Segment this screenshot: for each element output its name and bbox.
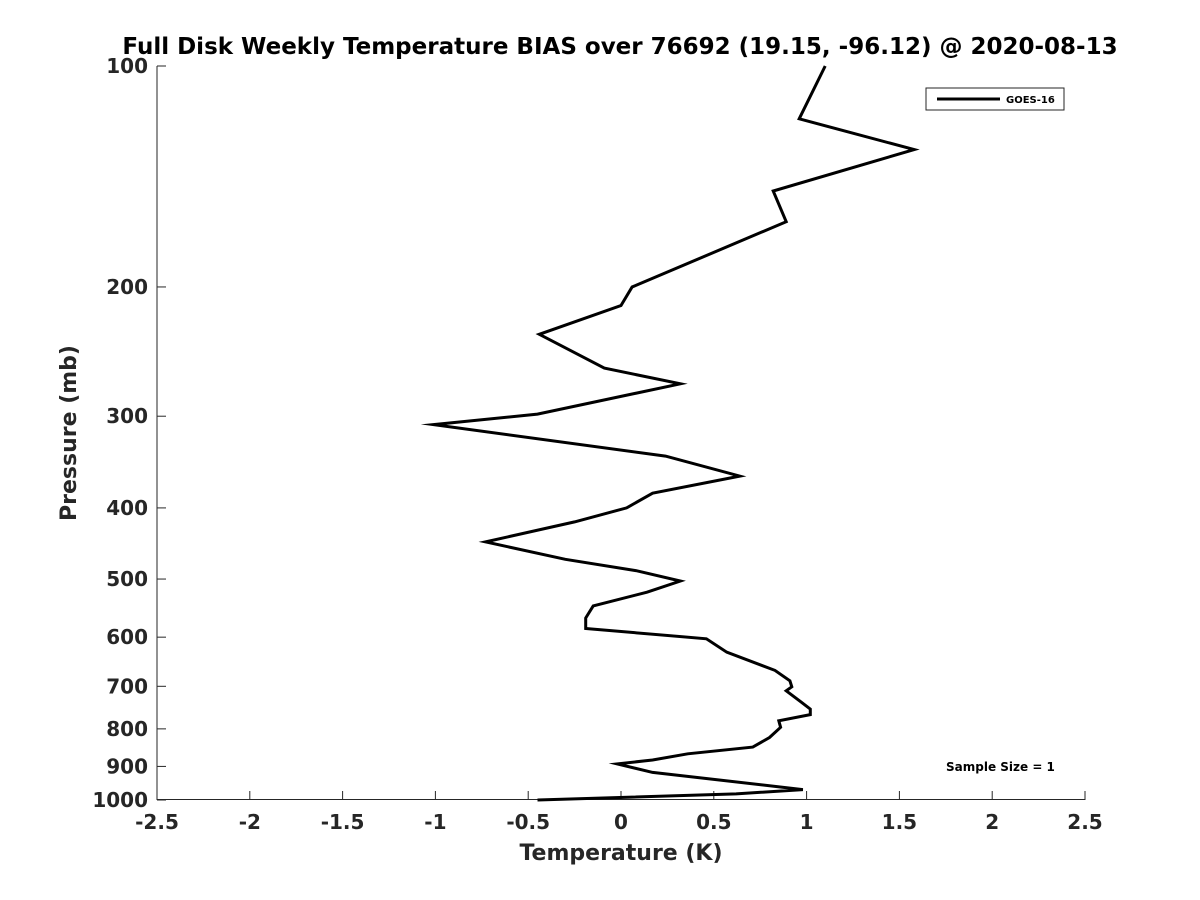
x-tick-label: -2 bbox=[239, 810, 261, 834]
x-tick-label: -2.5 bbox=[135, 810, 179, 834]
x-tick-label: -0.5 bbox=[506, 810, 550, 834]
x-ticks: -2.5 -2 -1.5 -1 -0.5 0 0.5 1 1.5 2 2.5 bbox=[135, 791, 1103, 834]
x-tick-label: 2 bbox=[985, 810, 999, 834]
series-layer bbox=[420, 65, 920, 802]
x-tick-label: 1.5 bbox=[882, 810, 917, 834]
y-tick-label: 100 bbox=[106, 54, 148, 78]
x-tick-label: 0 bbox=[614, 810, 628, 834]
series-line-goes-16 bbox=[420, 65, 920, 802]
plot-axes bbox=[156, 66, 1085, 800]
y-tick-label: 1000 bbox=[92, 788, 148, 812]
y-ticks: 100 200 300 400 500 600 700 800 900 1000 bbox=[92, 54, 166, 812]
y-axis-title: Pressure (mb) bbox=[57, 345, 82, 521]
chart-title: Full Disk Weekly Temperature BIAS over 7… bbox=[122, 34, 1117, 60]
legend: GOES-16 bbox=[925, 87, 1065, 111]
x-tick-label: -1 bbox=[424, 810, 446, 834]
sample-size-annotation: Sample Size = 1 bbox=[946, 760, 1055, 774]
x-tick-label: 2.5 bbox=[1067, 810, 1102, 834]
y-tick-label: 800 bbox=[106, 717, 148, 741]
y-tick-label: 500 bbox=[106, 567, 148, 591]
x-tick-label: -1.5 bbox=[321, 810, 365, 834]
y-tick-label: 700 bbox=[106, 674, 148, 698]
x-tick-label: 0.5 bbox=[696, 810, 731, 834]
y-tick-label: 400 bbox=[106, 496, 148, 520]
y-tick-label: 600 bbox=[106, 625, 148, 649]
x-tick-label: 1 bbox=[800, 810, 814, 834]
y-tick-label: 900 bbox=[106, 754, 148, 778]
x-axis-title: Temperature (K) bbox=[519, 841, 722, 866]
y-tick-label: 300 bbox=[106, 404, 148, 428]
y-tick-label: 200 bbox=[106, 275, 148, 299]
legend-label: GOES-16 bbox=[1006, 95, 1055, 106]
